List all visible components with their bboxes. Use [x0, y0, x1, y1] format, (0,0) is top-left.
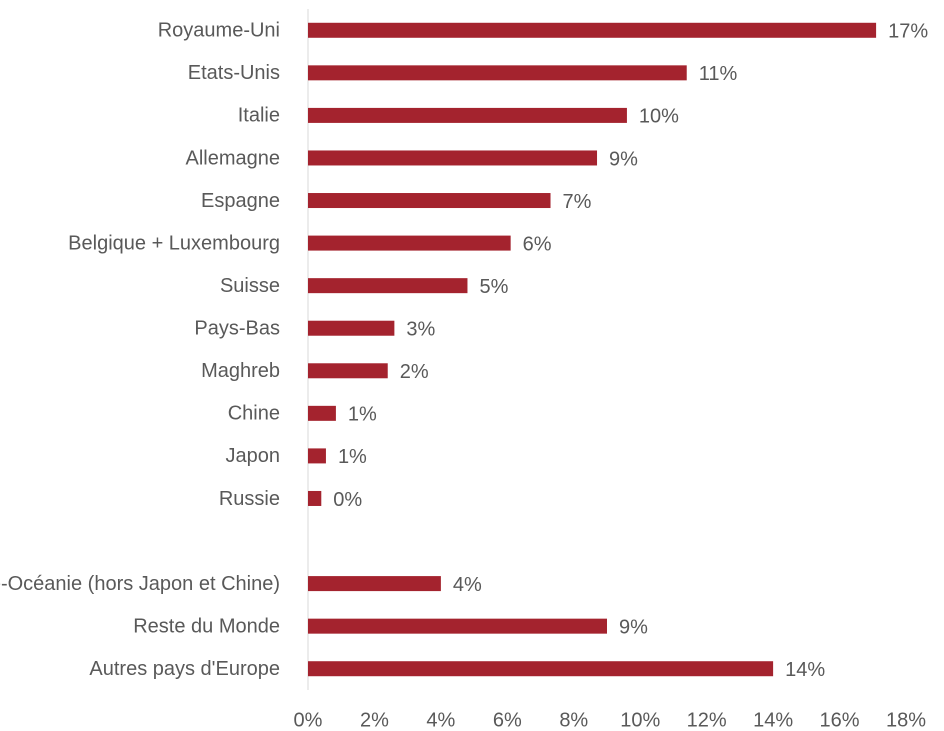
x-tick-label: 0% — [294, 709, 323, 731]
data-label: 5% — [479, 276, 508, 298]
bar — [308, 448, 326, 464]
x-tick-label: 16% — [820, 709, 860, 731]
x-tick-label: 2% — [360, 709, 389, 731]
data-label: 1% — [348, 404, 377, 426]
y-tick-label: Chine — [228, 403, 280, 425]
x-tick-label: 14% — [753, 709, 793, 731]
x-tick-label: 8% — [559, 709, 588, 731]
y-tick-label: Autres pays d'Europe — [89, 658, 280, 680]
y-tick-label: Royaume-Uni — [158, 20, 280, 42]
data-label: 11% — [699, 63, 738, 85]
y-tick-label: Italie — [238, 105, 280, 127]
bar — [308, 107, 627, 123]
bar — [308, 193, 551, 209]
data-label: 4% — [453, 574, 482, 596]
y-tick-label: Asie-Océanie (hors Japon et Chine) — [0, 573, 280, 595]
y-tick-label: Belgique + Luxembourg — [68, 232, 280, 254]
y-tick-label: Reste du Monde — [133, 615, 280, 637]
bar — [308, 320, 395, 336]
data-label: 14% — [785, 659, 825, 681]
x-tick-label: 12% — [687, 709, 727, 731]
data-label: 6% — [523, 233, 552, 255]
data-label: 2% — [400, 361, 429, 383]
y-tick-label: Allemagne — [185, 147, 280, 169]
data-label: 3% — [406, 319, 435, 341]
data-label: 1% — [338, 446, 367, 468]
bar — [308, 22, 877, 38]
y-tick-label: Russie — [219, 488, 280, 510]
bar — [308, 618, 607, 634]
y-tick-label: Suisse — [220, 275, 280, 297]
y-tick-label: Japon — [226, 445, 281, 467]
bar — [308, 490, 322, 506]
x-tick-label: 18% — [886, 709, 926, 731]
bar — [308, 65, 687, 81]
y-tick-label: Etats-Unis — [188, 62, 280, 84]
data-label: 10% — [639, 106, 679, 128]
bar — [308, 661, 774, 677]
data-label: 7% — [563, 191, 592, 213]
data-label: 9% — [619, 616, 648, 638]
bar — [308, 150, 598, 166]
y-tick-label: Maghreb — [201, 360, 280, 382]
bar — [308, 576, 441, 592]
data-label: 17% — [888, 21, 928, 43]
data-label: 9% — [609, 148, 638, 170]
x-tick-label: 10% — [620, 709, 660, 731]
x-tick-label: 4% — [426, 709, 455, 731]
bar — [308, 235, 511, 251]
bar — [308, 278, 468, 294]
data-label: 0% — [333, 489, 362, 511]
y-tick-label: Pays-Bas — [194, 318, 280, 340]
bar — [308, 363, 388, 379]
y-tick-label: Espagne — [201, 190, 280, 212]
bar — [308, 405, 336, 421]
x-tick-label: 6% — [493, 709, 522, 731]
